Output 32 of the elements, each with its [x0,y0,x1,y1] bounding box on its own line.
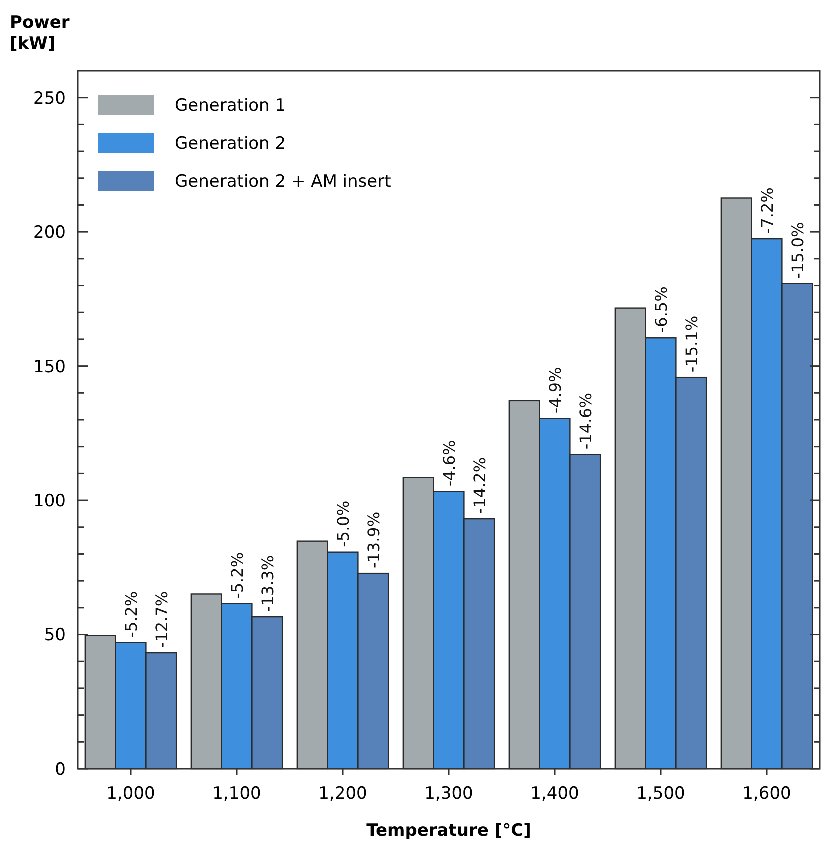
x-tick-label: 1,000 [106,784,156,804]
x-tick-label: 1,600 [742,784,792,804]
y-tick-label: 100 [34,491,66,512]
annotation: -15.0% [788,222,808,279]
annotation: -14.6% [576,393,596,450]
annotation: -4.6% [440,440,459,487]
y-tick-label: 200 [34,223,66,244]
x-tick-label: 1,200 [318,784,368,804]
legend-label: Generation 2 [175,134,286,154]
x-tick-label: 1,400 [530,784,580,804]
annotation: -15.1% [682,316,702,373]
annotation: -13.9% [364,512,384,569]
y-tick-label: 0 [55,760,66,780]
legend-label: Generation 1 [175,96,286,116]
y-tick-label: 250 [34,88,66,109]
x-tick-label: 1,500 [636,784,686,804]
annotation: -7.2% [758,188,777,234]
annotation: -5.2% [228,552,247,599]
x-tick-label: 1,300 [424,784,474,804]
annotation: -5.0% [334,500,353,548]
x-tick-label: 1,100 [212,784,262,804]
y-axis-title: Power [kW] [10,13,70,54]
x-axis-title: Temperature [°C] [366,821,532,841]
annotation: -13.3% [258,555,278,612]
y-tick-label: 150 [34,357,66,378]
annotation: -12.7% [152,591,172,648]
annotation: -14.2% [470,457,490,514]
annotation: -6.5% [652,286,671,334]
legend-label: Generation 2 + AM insert [175,172,392,192]
y-tick-label: 50 [44,626,66,646]
annotation: -5.2% [122,591,141,638]
annotation: -4.9% [546,367,565,414]
